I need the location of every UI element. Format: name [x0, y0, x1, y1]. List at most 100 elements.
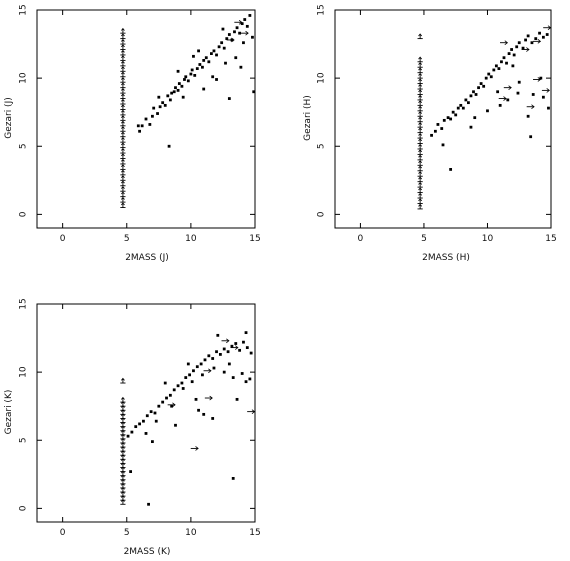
- limit-arrowhead: [418, 116, 423, 120]
- data-point: [207, 354, 211, 358]
- limit-arrowhead: [547, 25, 552, 31]
- data-point: [172, 90, 176, 94]
- data-point: [151, 440, 154, 444]
- limit-arrowhead: [121, 55, 125, 59]
- data-point: [531, 93, 535, 96]
- limit-arrowhead: [121, 147, 125, 151]
- data-point: [230, 344, 234, 348]
- limit-arrowhead: [418, 187, 423, 191]
- y-tick-label: 5: [317, 143, 327, 149]
- data-point: [545, 33, 549, 36]
- data-point: [165, 396, 168, 400]
- data-point: [430, 133, 433, 137]
- data-point: [199, 362, 203, 366]
- limit-arrowhead: [121, 76, 125, 80]
- data-point: [177, 82, 181, 85]
- data-point: [211, 75, 215, 79]
- data-point: [467, 101, 470, 105]
- x-tick-label: 0: [60, 528, 66, 538]
- x-tick-label: 10: [185, 234, 197, 244]
- data-point: [248, 377, 252, 381]
- data-point: [202, 59, 206, 62]
- limit-arrowhead: [418, 56, 423, 60]
- data-point: [216, 333, 220, 337]
- x-tick-label: 0: [60, 234, 66, 244]
- data-point: [446, 116, 450, 120]
- data-point: [252, 90, 256, 94]
- data-point: [227, 362, 231, 366]
- data-point: [243, 18, 247, 21]
- data-point: [526, 114, 530, 118]
- limit-arrowhead: [121, 82, 125, 86]
- limit-arrowhead: [418, 198, 423, 202]
- data-point: [482, 84, 486, 88]
- limit-arrowhead: [418, 67, 423, 71]
- data-point: [529, 135, 533, 139]
- data-point: [211, 357, 215, 360]
- data-point: [244, 380, 248, 384]
- data-point: [190, 380, 194, 384]
- limit-arrowhead: [121, 191, 125, 195]
- data-point: [517, 80, 521, 84]
- x-tick-label: 5: [124, 528, 130, 538]
- data-point: [541, 35, 545, 39]
- data-point: [140, 124, 144, 128]
- data-point: [202, 87, 206, 91]
- data-point: [212, 49, 216, 53]
- limit-arrowhead: [418, 127, 423, 131]
- data-point: [149, 410, 153, 414]
- data-point: [190, 68, 194, 72]
- limit-arrowhead: [121, 71, 125, 75]
- data-point: [248, 14, 252, 17]
- data-point: [201, 65, 204, 69]
- x-axis-label: 2MASS (K): [124, 547, 171, 557]
- data-point: [231, 477, 235, 480]
- data-point: [176, 88, 180, 92]
- data-point: [530, 41, 534, 45]
- data-point: [240, 22, 244, 26]
- data-point: [202, 412, 206, 416]
- data-point: [510, 48, 514, 51]
- data-point: [242, 41, 245, 45]
- data-point: [180, 84, 184, 88]
- data-point: [181, 387, 185, 390]
- data-point: [194, 397, 198, 401]
- data-point: [174, 86, 177, 90]
- data-point: [505, 61, 508, 65]
- data-point: [180, 381, 184, 385]
- data-point: [192, 54, 195, 58]
- data-point: [188, 373, 191, 377]
- data-point: [168, 393, 172, 397]
- data-point: [526, 34, 530, 38]
- limit-arrowhead: [526, 47, 530, 52]
- limit-arrowhead: [121, 142, 125, 146]
- data-point: [197, 408, 200, 412]
- data-point: [192, 369, 195, 373]
- data-point: [163, 381, 167, 385]
- limit-arrowhead: [121, 169, 125, 173]
- data-point: [489, 75, 493, 79]
- data-point: [198, 63, 202, 66]
- data-point: [152, 106, 156, 110]
- limit-arrowhead: [208, 368, 212, 374]
- limit-arrowhead: [121, 180, 125, 184]
- data-point: [172, 388, 176, 392]
- data-point: [479, 82, 483, 85]
- data-point: [440, 127, 444, 130]
- data-point: [210, 52, 213, 55]
- data-point: [138, 422, 141, 426]
- data-point: [469, 94, 473, 98]
- x-tick-label: 15: [249, 528, 260, 538]
- y-tick-label: 5: [19, 143, 29, 149]
- limit-arrowhead: [418, 83, 423, 87]
- data-point: [498, 103, 502, 107]
- data-point: [451, 110, 455, 114]
- data-point: [235, 397, 239, 401]
- data-point: [215, 78, 218, 81]
- data-point: [226, 350, 230, 354]
- limit-arrowhead: [418, 143, 423, 147]
- limit-arrowhead: [121, 153, 125, 157]
- data-point: [163, 103, 167, 107]
- data-point: [193, 74, 197, 77]
